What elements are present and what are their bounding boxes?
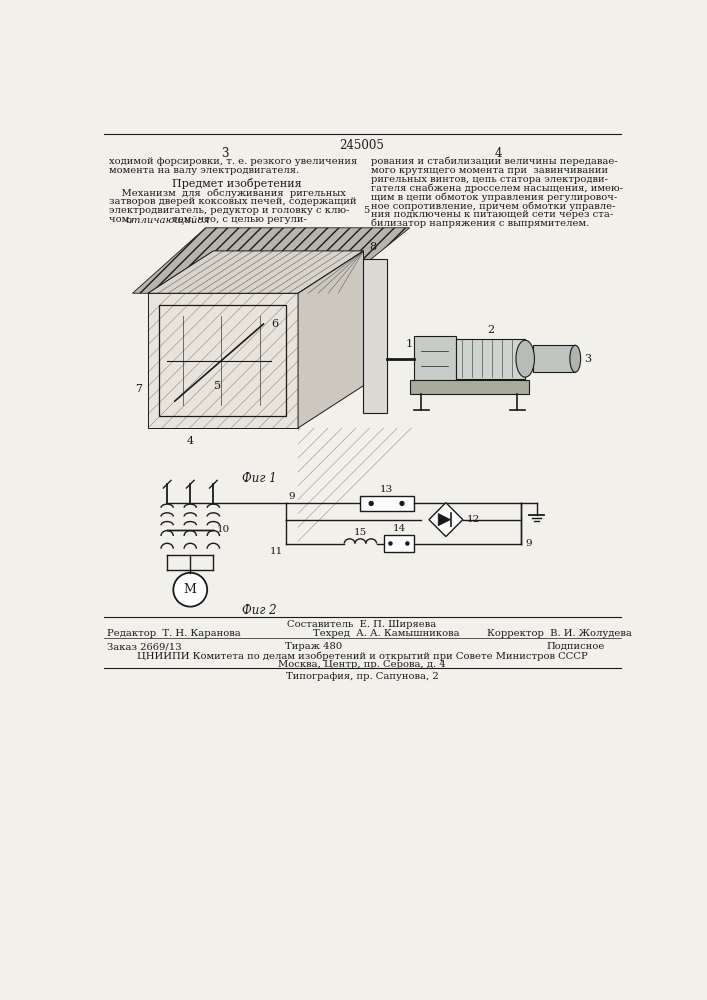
Bar: [533, 345, 575, 372]
Ellipse shape: [516, 340, 534, 377]
Text: Заказ 2669/13: Заказ 2669/13: [107, 642, 182, 651]
Text: чом,: чом,: [110, 215, 136, 224]
Text: ЦНИИПИ Комитета по делам изобретений и открытий при Совете Министров СССР: ЦНИИПИ Комитета по делам изобретений и о…: [136, 651, 588, 661]
Circle shape: [369, 502, 373, 505]
Text: Подписное: Подписное: [546, 642, 604, 651]
Text: 10: 10: [217, 525, 230, 534]
Text: мого крутящего момента при  завинчивании: мого крутящего момента при завинчивании: [371, 166, 608, 175]
Polygon shape: [298, 251, 363, 428]
Text: Фиг 2: Фиг 2: [243, 604, 277, 617]
Text: 4: 4: [187, 436, 194, 446]
Polygon shape: [438, 513, 450, 526]
Text: 15: 15: [354, 528, 367, 537]
Polygon shape: [363, 259, 387, 413]
Text: затворов дверей коксовых печей, содержащий: затворов дверей коксовых печей, содержащ…: [110, 197, 357, 206]
Text: 9: 9: [288, 492, 295, 501]
Text: тем, что, с целью регули-: тем, что, с целью регули-: [170, 215, 308, 224]
Bar: [160, 305, 286, 416]
Text: 6: 6: [271, 319, 279, 329]
Text: 8: 8: [370, 242, 377, 252]
Text: 4: 4: [494, 147, 502, 160]
Polygon shape: [148, 293, 298, 428]
Text: 13: 13: [380, 485, 393, 494]
Bar: [414, 336, 456, 382]
Text: 1: 1: [406, 339, 414, 349]
Text: электродвигатель, редуктор и головку с клю-: электродвигатель, редуктор и головку с к…: [110, 206, 350, 215]
Text: ригельных винтов, цепь статора электродви-: ригельных винтов, цепь статора электродв…: [371, 175, 608, 184]
Text: 5: 5: [363, 206, 369, 215]
Text: 3: 3: [221, 147, 228, 160]
Polygon shape: [429, 503, 463, 537]
Text: М: М: [184, 583, 197, 596]
Circle shape: [389, 542, 392, 545]
Ellipse shape: [570, 345, 580, 372]
Bar: [409, 380, 529, 394]
Text: момента на валу электродвигателя.: момента на валу электродвигателя.: [110, 166, 300, 175]
Text: Типография, пр. Сапунова, 2: Типография, пр. Сапунова, 2: [286, 672, 438, 681]
Text: ходимой форсировки, т. е. резкого увеличения: ходимой форсировки, т. е. резкого увелич…: [110, 157, 358, 166]
Text: ное сопротивление, причем обмотки управле-: ное сопротивление, причем обмотки управл…: [371, 201, 616, 211]
Text: рования и стабилизации величины передавае-: рования и стабилизации величины передава…: [371, 157, 618, 166]
Text: 245005: 245005: [339, 139, 385, 152]
Text: 2: 2: [487, 325, 494, 335]
Polygon shape: [148, 251, 363, 293]
Text: Фиг 1: Фиг 1: [243, 472, 277, 485]
Text: Корректор  В. И. Жолудева: Корректор В. И. Жолудева: [486, 629, 631, 638]
Text: билизатор напряжения с выпрямителем.: билизатор напряжения с выпрямителем.: [371, 219, 590, 228]
Text: Москва, Центр, пр. Серова, д. 4: Москва, Центр, пр. Серова, д. 4: [278, 660, 446, 669]
Text: щим в цепи обмоток управления регулировоч-: щим в цепи обмоток управления регулирово…: [371, 192, 617, 202]
Text: Редактор  Т. Н. Каранова: Редактор Т. Н. Каранова: [107, 629, 241, 638]
Text: Техред  А. А. Камышникова: Техред А. А. Камышникова: [313, 629, 460, 638]
Circle shape: [173, 573, 207, 607]
Polygon shape: [132, 228, 409, 293]
Text: 9: 9: [525, 539, 532, 548]
Text: Составитель  Е. П. Ширяева: Составитель Е. П. Ширяева: [287, 620, 437, 629]
Text: 7: 7: [135, 384, 141, 394]
Text: ния подключены к питающей сети через ста-: ния подключены к питающей сети через ста…: [371, 210, 614, 219]
Text: 3: 3: [585, 354, 592, 364]
Text: гателя снабжена дросселем насыщения, имею-: гателя снабжена дросселем насыщения, име…: [371, 184, 624, 193]
Bar: [456, 339, 525, 379]
Bar: [385, 535, 414, 552]
Circle shape: [406, 542, 409, 545]
Text: Предмет изобретения: Предмет изобретения: [172, 178, 301, 189]
Text: 12: 12: [467, 515, 480, 524]
Text: Тираж 480: Тираж 480: [285, 642, 342, 651]
Bar: [360, 496, 414, 511]
Text: отличающийся: отличающийся: [126, 215, 210, 224]
Circle shape: [400, 502, 404, 505]
Text: 11: 11: [269, 547, 283, 556]
Text: 5: 5: [214, 381, 221, 391]
Text: 14: 14: [392, 524, 406, 533]
Text: Механизм  для  обслуживания  ригельных: Механизм для обслуживания ригельных: [110, 188, 346, 198]
